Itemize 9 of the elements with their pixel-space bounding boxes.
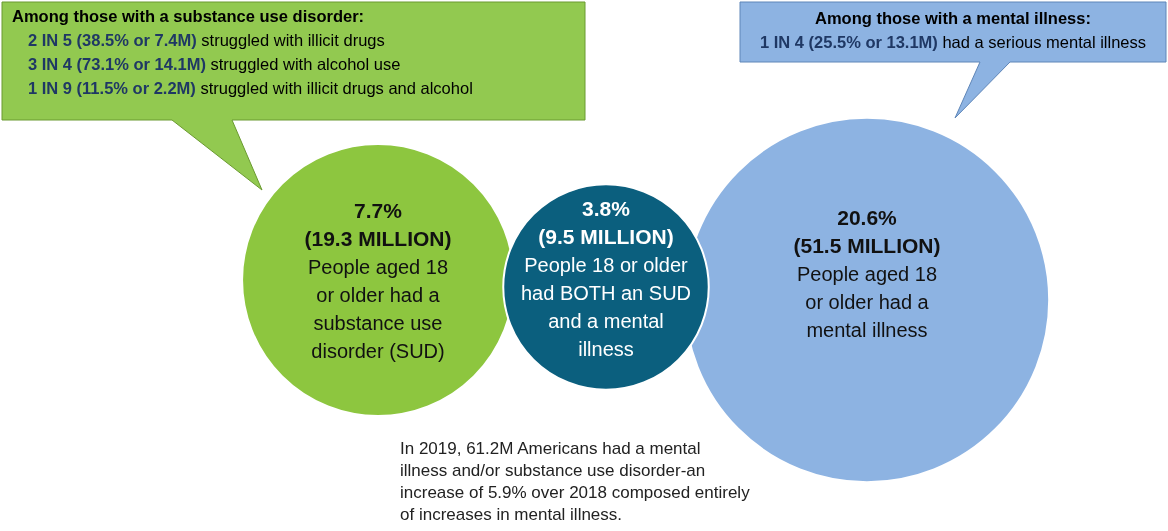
text: In 2019, 61.2M Americans had a mental illness and/or substance use disorder-an increase of 5.9% over 2018 composed entirely of increases in mental illness. bbox=[400, 439, 751, 524]
data-label: 3.8% (9.5 MILLION) bbox=[538, 197, 674, 248]
text: Among those with a substance use disorder: 2 IN 5 (38.5% or 7.4M) struggled with illicit drugs 3 IN 4 (73.1% or 14.1M) struggled with alcohol use 1 IN 9 (11.5% or 2.2M) struggled with illicit drugs and alcohol bbox=[12, 7, 473, 97]
data-label: 7.7% (19.3 MILLION) bbox=[304, 199, 452, 250]
text: Among those with a mental illness: 1 IN 4 (25.5% or 13.1M) had a serious mental illness bbox=[759, 9, 1147, 51]
data-label: 20.6% (51.5 MILLION) bbox=[793, 206, 941, 257]
category-label: People 18 or older had BOTH an SUD and a mental illness bbox=[520, 254, 692, 360]
category-label: People aged 18 or older had a substance use disorder (SUD) bbox=[307, 256, 449, 362]
category-label: People aged 18 or older had a mental illness bbox=[796, 263, 938, 341]
